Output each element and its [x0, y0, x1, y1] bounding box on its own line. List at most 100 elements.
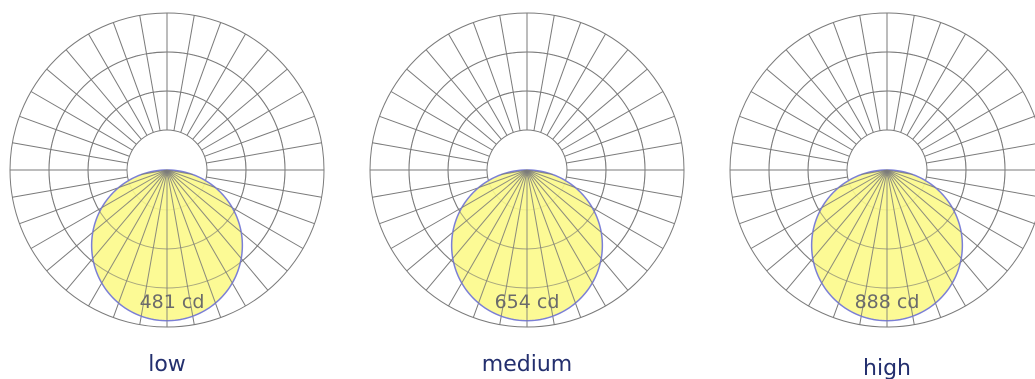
lobe-ray — [821, 169, 888, 284]
grid-spoke — [564, 115, 675, 157]
lobe-ray — [501, 169, 528, 176]
lobe-ray — [92, 169, 168, 259]
lobe-ray — [526, 169, 602, 259]
grid-spoke — [785, 49, 862, 140]
grid-ring-overlay — [447, 90, 607, 250]
grid-spoke — [566, 176, 682, 198]
grid-spoke — [173, 15, 195, 131]
lobe-ray — [526, 169, 553, 176]
grid-spoke — [204, 183, 315, 225]
grid-spoke — [201, 91, 304, 151]
grid-spoke — [561, 91, 664, 151]
lobe-ray — [166, 169, 216, 189]
lobe-ray — [500, 169, 528, 317]
lobe-ray — [141, 169, 168, 176]
lobe-rays — [48, 51, 286, 321]
grid-spoke — [557, 68, 648, 145]
lobe-ray — [886, 169, 914, 317]
grid-spoke — [197, 68, 288, 145]
grid-spoke — [379, 183, 490, 225]
grid-spoke — [180, 22, 222, 133]
grid-spoke — [206, 142, 322, 164]
lobe-ray — [812, 169, 888, 259]
grid-spoke — [540, 22, 582, 133]
grid-spoke — [917, 68, 1008, 145]
grid-spoke — [924, 115, 1035, 157]
peak-intensity-label: 888 cd — [855, 291, 920, 313]
grid-spoke — [750, 91, 853, 151]
grid-spoke — [533, 15, 555, 131]
grid-spoke — [924, 183, 1035, 225]
lobe-ray — [812, 169, 888, 233]
lobe-ray — [166, 169, 193, 176]
grid-spoke — [732, 142, 848, 164]
grid-spoke — [425, 49, 502, 140]
lobe-ray — [886, 169, 962, 233]
grid-spoke — [912, 49, 989, 140]
grid-spoke — [112, 22, 154, 133]
lobe-ray — [118, 169, 168, 189]
lobe-ray — [526, 169, 593, 284]
lobe-ray — [886, 169, 936, 189]
grid-ring-overlay — [48, 51, 286, 289]
grid-ring-overlay — [87, 90, 247, 250]
grid-spoke — [546, 33, 606, 136]
lobe-ray — [461, 169, 528, 209]
peak-intensity-label: 481 cd — [140, 291, 205, 313]
grid-spoke — [552, 49, 629, 140]
grid-spoke — [808, 33, 868, 136]
polar-chart-medium: 654 cd medium — [369, 12, 685, 377]
polar-chart-high: 888 cd high — [729, 12, 1035, 379]
lobe-ray — [452, 169, 528, 259]
lobe-ray — [838, 169, 888, 189]
lobe-ray — [166, 169, 233, 284]
grid-spoke — [88, 33, 148, 136]
grid-spoke — [206, 176, 322, 198]
lobe-ray — [461, 169, 528, 284]
lobe-ray — [101, 169, 168, 209]
lobe-ray — [821, 169, 888, 209]
grid-spoke — [921, 91, 1024, 151]
lobe-ray — [526, 169, 602, 233]
lobe-ray — [886, 169, 913, 176]
grid-spoke — [732, 176, 848, 198]
grid-spoke — [900, 22, 942, 133]
grid-spoke — [65, 49, 142, 140]
grid-spoke — [766, 68, 857, 145]
lobe-ray — [166, 169, 242, 233]
lobe-ray — [166, 169, 194, 317]
grid-spoke — [448, 33, 508, 136]
grid-spoke — [204, 115, 315, 157]
grid-spoke — [139, 15, 161, 131]
grid-ring-overlay — [768, 51, 1006, 289]
grid-spoke — [192, 49, 269, 140]
lobe-ray — [526, 169, 554, 317]
grid-spoke — [372, 176, 488, 198]
grid-spoke — [379, 115, 490, 157]
grid-spoke — [12, 142, 128, 164]
lobe-ray — [526, 169, 576, 189]
grid-spoke — [499, 15, 521, 131]
lobe-ray — [861, 169, 888, 176]
grid-spoke — [406, 68, 497, 145]
lobe-ray — [886, 169, 962, 259]
lobe-ray — [166, 169, 242, 259]
grid-spoke — [12, 176, 128, 198]
grid-spoke — [19, 183, 130, 225]
grid-spoke — [186, 33, 246, 136]
grid-spoke — [46, 68, 137, 145]
lobe-ray — [166, 169, 233, 209]
lobe-ray — [452, 169, 528, 233]
grid-spoke — [859, 15, 881, 131]
grid-ring-overlay — [807, 90, 967, 250]
peak-intensity-label: 654 cd — [495, 291, 560, 313]
lobe-ray — [92, 169, 168, 233]
lobe-ray — [101, 169, 168, 284]
chart-title-medium: medium — [482, 352, 572, 377]
lobe-ray — [860, 169, 888, 317]
grid-spoke — [390, 91, 493, 151]
lobe-ray — [886, 169, 953, 284]
grid-spoke — [906, 33, 966, 136]
grid-spoke — [893, 15, 915, 131]
grid-spoke — [30, 91, 133, 151]
